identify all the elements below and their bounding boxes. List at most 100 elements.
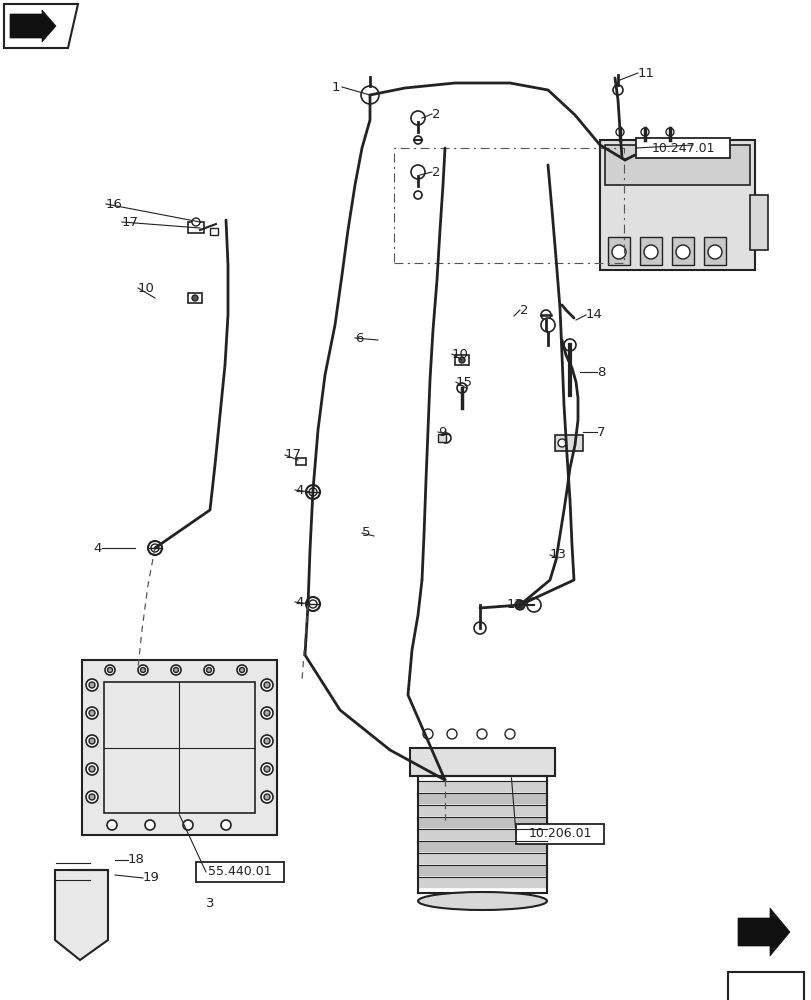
Ellipse shape xyxy=(418,892,547,910)
Circle shape xyxy=(474,622,486,634)
Circle shape xyxy=(151,544,159,552)
Circle shape xyxy=(89,738,95,744)
Text: 5: 5 xyxy=(362,526,370,540)
Polygon shape xyxy=(418,817,547,827)
Circle shape xyxy=(665,128,673,136)
Polygon shape xyxy=(10,10,56,42)
Circle shape xyxy=(414,136,422,144)
Text: 10: 10 xyxy=(452,348,468,360)
Bar xyxy=(393,148,623,263)
Text: 10: 10 xyxy=(138,282,155,294)
Circle shape xyxy=(206,668,211,672)
Text: 2: 2 xyxy=(431,108,440,121)
Text: 4: 4 xyxy=(294,484,303,496)
Circle shape xyxy=(86,791,98,803)
Text: 14: 14 xyxy=(586,308,602,322)
Circle shape xyxy=(446,729,457,739)
Text: 6: 6 xyxy=(354,332,363,344)
Circle shape xyxy=(676,245,689,259)
Circle shape xyxy=(306,597,320,611)
Polygon shape xyxy=(418,865,547,875)
Text: 8: 8 xyxy=(596,365,605,378)
Bar xyxy=(639,237,661,265)
Polygon shape xyxy=(737,908,789,956)
Polygon shape xyxy=(418,877,547,887)
Circle shape xyxy=(611,245,625,259)
Circle shape xyxy=(138,665,148,675)
Circle shape xyxy=(264,738,270,744)
Text: 2: 2 xyxy=(431,166,440,179)
Text: 9: 9 xyxy=(437,426,446,438)
Text: 2: 2 xyxy=(519,304,528,316)
Circle shape xyxy=(89,682,95,688)
Polygon shape xyxy=(82,660,277,835)
Circle shape xyxy=(221,820,230,830)
Text: 17: 17 xyxy=(285,448,302,462)
Circle shape xyxy=(543,321,551,329)
Circle shape xyxy=(514,600,525,610)
Circle shape xyxy=(86,735,98,747)
Text: 13: 13 xyxy=(549,548,566,562)
Bar xyxy=(437,434,445,442)
Text: 10.206.01: 10.206.01 xyxy=(528,827,591,840)
Text: 4: 4 xyxy=(294,595,303,608)
Text: 15: 15 xyxy=(456,375,473,388)
Circle shape xyxy=(86,679,98,691)
Polygon shape xyxy=(418,781,547,791)
Bar xyxy=(554,435,582,451)
Bar xyxy=(604,145,749,185)
Circle shape xyxy=(260,707,272,719)
Circle shape xyxy=(260,763,272,775)
Text: 19: 19 xyxy=(143,871,160,884)
Polygon shape xyxy=(418,805,547,815)
Circle shape xyxy=(361,86,379,104)
Text: 12: 12 xyxy=(506,598,523,611)
Bar xyxy=(210,228,217,235)
Circle shape xyxy=(264,766,270,772)
Text: 18: 18 xyxy=(128,853,144,866)
Circle shape xyxy=(557,439,565,447)
Bar xyxy=(188,222,204,233)
Text: 7: 7 xyxy=(596,426,605,438)
Circle shape xyxy=(423,729,432,739)
Circle shape xyxy=(365,90,375,100)
Bar xyxy=(515,824,603,844)
Text: 17: 17 xyxy=(122,216,139,229)
Circle shape xyxy=(640,128,648,136)
Circle shape xyxy=(264,710,270,716)
Circle shape xyxy=(564,339,575,351)
Circle shape xyxy=(260,679,272,691)
Circle shape xyxy=(457,383,466,393)
Circle shape xyxy=(204,665,214,675)
Circle shape xyxy=(86,763,98,775)
Circle shape xyxy=(145,820,155,830)
Bar xyxy=(296,458,306,465)
Circle shape xyxy=(616,128,623,136)
Text: 10.247.01: 10.247.01 xyxy=(650,142,714,155)
Circle shape xyxy=(458,357,465,363)
Circle shape xyxy=(264,682,270,688)
Text: 4: 4 xyxy=(93,542,102,554)
Circle shape xyxy=(410,165,424,179)
Circle shape xyxy=(707,245,721,259)
Polygon shape xyxy=(418,829,547,839)
Circle shape xyxy=(540,310,551,320)
Circle shape xyxy=(237,665,247,675)
Text: 1: 1 xyxy=(331,81,340,94)
Bar xyxy=(599,140,754,270)
Circle shape xyxy=(306,485,320,499)
Circle shape xyxy=(171,665,181,675)
Circle shape xyxy=(643,245,657,259)
Bar xyxy=(607,237,629,265)
Bar xyxy=(188,293,202,303)
Circle shape xyxy=(309,488,316,496)
Circle shape xyxy=(105,665,115,675)
Bar xyxy=(672,237,693,265)
Circle shape xyxy=(440,433,450,443)
Circle shape xyxy=(612,85,622,95)
Text: 3: 3 xyxy=(206,898,214,910)
Circle shape xyxy=(89,710,95,716)
Circle shape xyxy=(140,668,145,672)
Circle shape xyxy=(540,318,554,332)
Bar xyxy=(635,138,729,158)
